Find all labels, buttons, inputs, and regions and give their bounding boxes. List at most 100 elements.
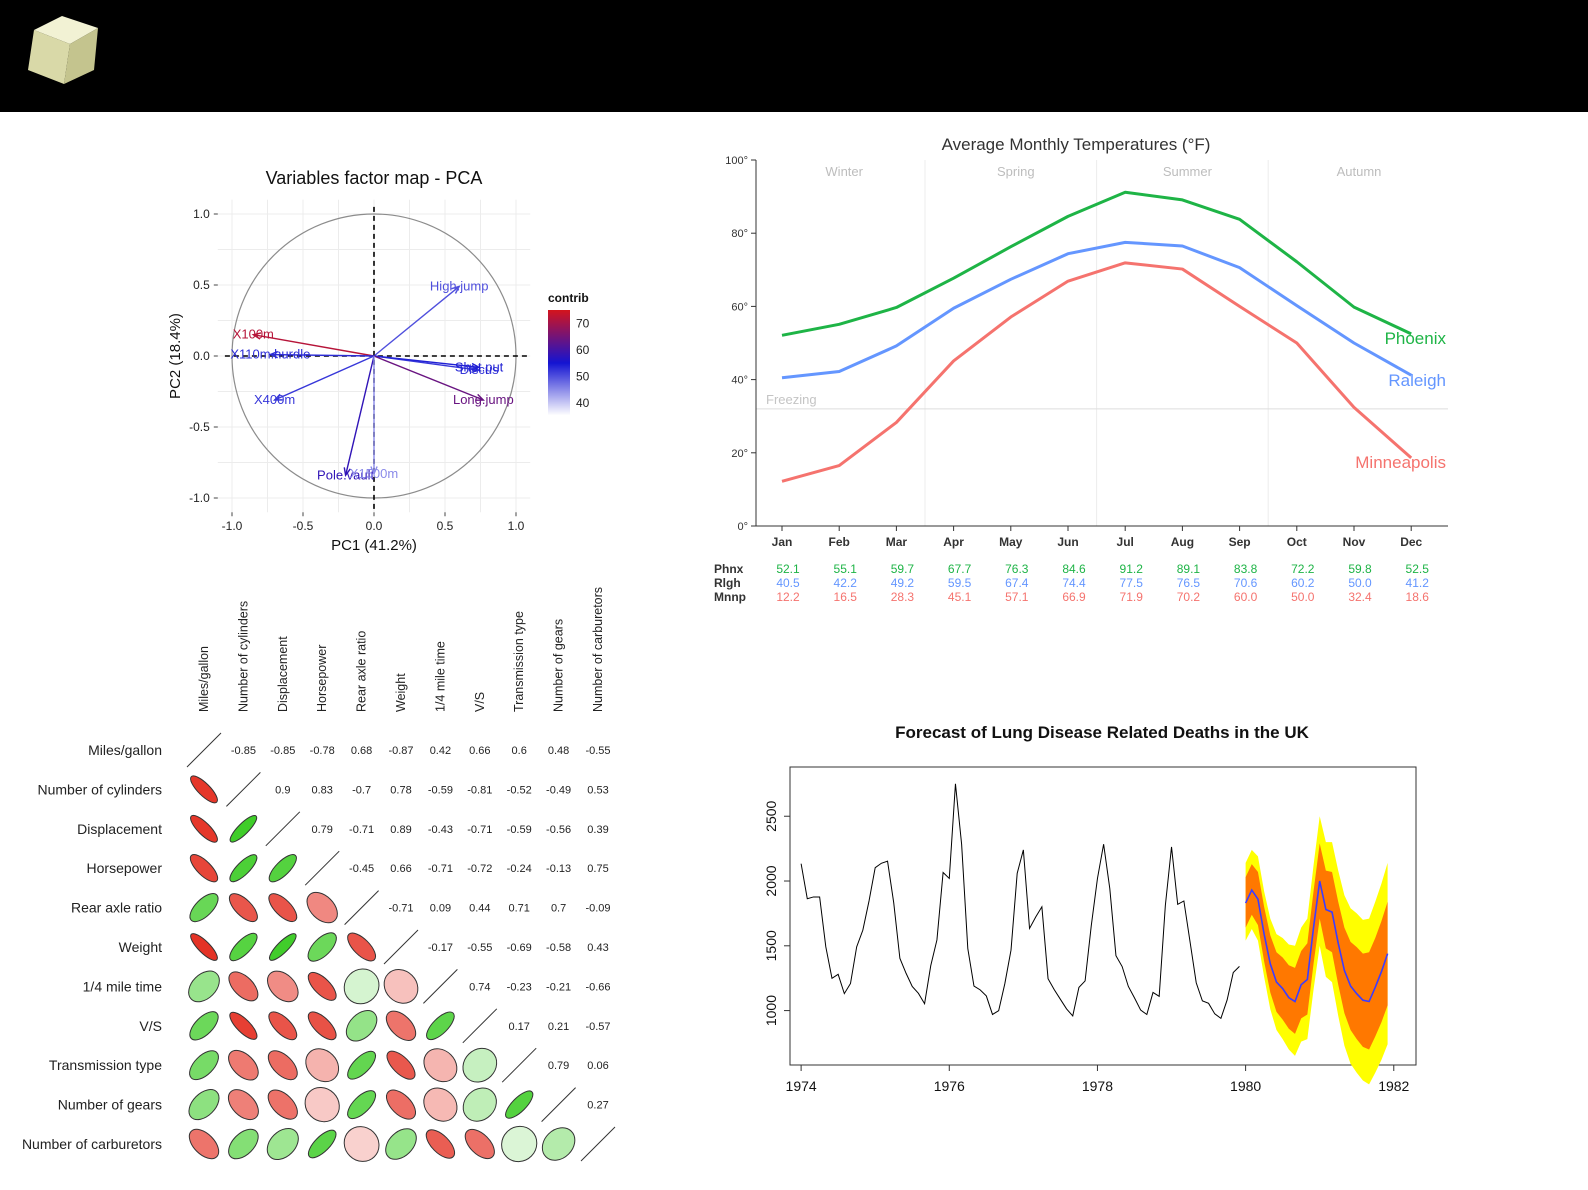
pca-legend-swatch [548, 356, 570, 358]
corr-ellipse [228, 1128, 259, 1160]
corr-ellipse [307, 971, 337, 1001]
temp-table-value: 70.2 [1177, 590, 1201, 604]
corr-ellipse [383, 969, 419, 1004]
corr-ellipse [306, 891, 338, 924]
corr-ellipse [228, 1049, 259, 1081]
pca-y-tick-label: -0.5 [189, 420, 210, 434]
pca-legend-swatch [548, 404, 570, 406]
temp-x-tick-label: Sep [1229, 535, 1251, 549]
pca-legend-swatch [548, 314, 570, 316]
pca-legend-tick-label: 40 [576, 396, 590, 410]
corr-ellipse [267, 1089, 298, 1120]
temp-series-label: Minneapolis [1355, 453, 1446, 472]
temp-table-value: 76.5 [1177, 576, 1201, 590]
corr-coefficient-label: -0.45 [349, 863, 374, 875]
corr-ellipse [190, 933, 218, 961]
forecast-y-tick-label: 1500 [763, 930, 779, 961]
temp-table-value: 59.8 [1348, 562, 1372, 576]
pca-legend-swatch [548, 358, 570, 360]
corr-diagonal-line [541, 1087, 576, 1122]
corr-coefficient-label: 0.79 [311, 824, 332, 836]
corr-diagonal-line [226, 772, 261, 807]
corr-ellipse [501, 1125, 538, 1163]
corr-row-label: Number of gears [58, 1097, 162, 1113]
pca-legend-swatch [548, 414, 570, 416]
pca-legend-swatch [548, 360, 570, 362]
pca-legend-swatch [548, 335, 570, 337]
temp-season-label: Summer [1163, 164, 1213, 179]
corr-ellipse [385, 1010, 417, 1041]
pca-legend-swatch [548, 384, 570, 386]
temp-table-value: 50.0 [1348, 576, 1372, 590]
pca-legend-swatch [548, 364, 570, 366]
corr-coefficient-label: 0.43 [587, 942, 608, 954]
corr-ellipse [268, 1011, 298, 1041]
temp-table-value: 66.9 [1062, 590, 1086, 604]
pca-legend-swatch [548, 381, 570, 383]
pca-legend-swatch [548, 311, 570, 313]
corr-column-label: Miles/gallon [197, 646, 211, 712]
pca-legend-swatch [548, 399, 570, 401]
pca-legend-swatch [548, 407, 570, 409]
pca-legend-tick-label: 70 [576, 316, 590, 330]
corr-ellipse [189, 1011, 219, 1041]
pca-legend-swatch [548, 383, 570, 385]
corr-ellipse [305, 1048, 340, 1083]
corr-coefficient-label: 0.17 [508, 1021, 529, 1033]
temp-y-tick-label: 80° [731, 228, 748, 240]
temp-table-value: 67.7 [948, 562, 972, 576]
temp-x-tick-label: Mar [886, 535, 908, 549]
corr-coefficient-label: 0.44 [469, 903, 490, 915]
pca-legend-swatch [548, 343, 570, 345]
corr-row-label: Weight [119, 939, 162, 955]
corr-row-label: Number of cylinders [38, 781, 163, 797]
pca-legend-tick-label: 60 [576, 343, 590, 357]
corr-column-label: Number of cylinders [236, 601, 250, 712]
pca-legend-swatch [548, 377, 570, 379]
temp-series-line [781, 190, 1412, 337]
temp-table-value: 71.9 [1120, 590, 1144, 604]
temp-table-value: 60.2 [1291, 576, 1315, 590]
temp-y-tick-label: 20° [731, 448, 748, 460]
pca-legend-swatch [548, 353, 570, 355]
temp-table-value: 42.2 [834, 576, 858, 590]
pca-factor-map-chart: -1.0 -0.5 0.0 0.5 1.0 1.0 0.5 0.0 -0.5 -1.0 Variab… [167, 168, 590, 554]
forecast-x-tick-label: 1982 [1378, 1078, 1409, 1094]
corr-ellipse [189, 893, 219, 923]
corr-ellipse [228, 893, 258, 923]
pca-legend-swatch [548, 375, 570, 377]
pca-legend-swatch [548, 366, 570, 368]
temp-table-row-label: Mnnp [714, 590, 746, 604]
pca-legend-swatch [548, 334, 570, 336]
corr-coefficient-label: -0.85 [231, 745, 256, 757]
pca-y-tick-label: 1.0 [193, 207, 210, 221]
pca-x-tick-label: 0.0 [366, 519, 383, 533]
pca-legend-swatch [548, 354, 570, 356]
temp-table-row-label: Phnx [714, 562, 744, 576]
pca-legend-swatch [548, 409, 570, 411]
corr-ellipse [227, 1089, 259, 1121]
temp-x-tick-label: Jan [772, 535, 793, 549]
pca-legend-swatch [548, 394, 570, 396]
pca-legend-swatch [548, 369, 570, 371]
temp-table-value: 45.1 [948, 590, 972, 604]
corr-ellipse [190, 775, 218, 804]
temp-table-value: 72.2 [1291, 562, 1315, 576]
pca-x-tick-label: -0.5 [293, 519, 314, 533]
forecast-x-tick-label: 1980 [1230, 1078, 1261, 1094]
pca-variable-label: X400m [254, 392, 295, 407]
temp-table-value: 91.2 [1120, 562, 1144, 576]
corr-ellipse [229, 1011, 258, 1040]
forecast-chart: Forecast of Lung Disease Related Deaths … [763, 723, 1417, 1094]
pca-legend-swatch [548, 408, 570, 410]
temp-series-label: Phoenix [1385, 329, 1447, 348]
corr-ellipse [268, 854, 297, 883]
temp-table-value: 55.1 [834, 562, 858, 576]
pca-legend-swatch [548, 372, 570, 374]
corr-ellipse [307, 932, 337, 962]
corr-row-label: Horsepower [87, 860, 163, 876]
pca-legend-swatch [548, 398, 570, 400]
pca-y-tick-label: 0.0 [193, 349, 210, 363]
corr-column-label: Number of gears [552, 619, 566, 712]
pca-arrowhead [475, 393, 486, 401]
